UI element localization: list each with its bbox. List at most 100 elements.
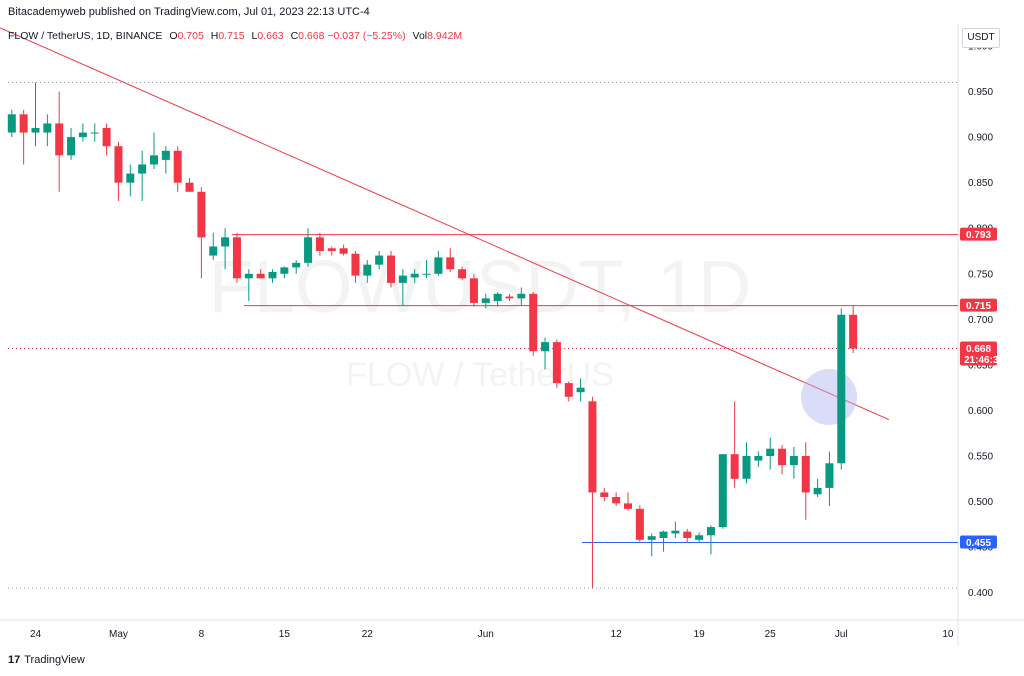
- candle[interactable]: [410, 269, 419, 283]
- candle[interactable]: [778, 445, 787, 475]
- last-price-tag-text: 0.668: [966, 344, 991, 355]
- candle[interactable]: [458, 266, 467, 281]
- candle[interactable]: [7, 109, 16, 138]
- level-tag-2-text: 0.455: [966, 538, 991, 549]
- candle[interactable]: [126, 164, 135, 197]
- candle-body: [31, 128, 40, 133]
- candle[interactable]: [304, 228, 313, 267]
- candle-body: [292, 262, 301, 268]
- candle[interactable]: [541, 337, 550, 370]
- candle[interactable]: [659, 530, 668, 552]
- candle[interactable]: [422, 260, 431, 279]
- candle-body: [55, 123, 64, 156]
- candle[interactable]: [114, 141, 123, 201]
- candle[interactable]: [718, 454, 727, 529]
- candle[interactable]: [576, 378, 585, 402]
- candle[interactable]: [647, 533, 656, 557]
- candle-body: [114, 146, 123, 183]
- candle[interactable]: [671, 521, 680, 538]
- candle-body: [801, 456, 810, 493]
- candle[interactable]: [529, 292, 538, 356]
- candle-body: [422, 273, 431, 275]
- candle[interactable]: [600, 487, 609, 502]
- candle[interactable]: [754, 451, 763, 467]
- chart-grid: [0, 24, 1024, 646]
- candle[interactable]: [635, 505, 644, 543]
- candle[interactable]: [221, 228, 230, 270]
- candle[interactable]: [173, 146, 182, 192]
- candle[interactable]: [19, 109, 28, 165]
- candle[interactable]: [730, 401, 739, 488]
- candle[interactable]: [683, 528, 692, 543]
- candle[interactable]: [138, 150, 147, 201]
- price-tick-label: 0.750: [968, 269, 993, 280]
- close-label: C: [290, 30, 299, 42]
- candle-body: [493, 293, 502, 302]
- candle[interactable]: [552, 339, 561, 388]
- candle[interactable]: [197, 187, 206, 279]
- candle[interactable]: [375, 251, 384, 270]
- candle[interactable]: [517, 287, 526, 306]
- price-tick-label: 0.500: [968, 497, 993, 508]
- candle-body: [19, 114, 28, 133]
- candle[interactable]: [185, 178, 194, 192]
- candle-body: [766, 448, 775, 456]
- candle[interactable]: [256, 269, 265, 279]
- level-tag-1-bg: [960, 298, 997, 312]
- candle[interactable]: [505, 293, 514, 302]
- candle[interactable]: [387, 251, 395, 288]
- candle[interactable]: [232, 232, 241, 283]
- tradingview-footer[interactable]: 17 TradingView: [8, 654, 85, 666]
- candle[interactable]: [90, 123, 99, 142]
- candle[interactable]: [161, 146, 170, 174]
- symbol-label[interactable]: FLOW / TetherUS, 1D, BINANCE: [8, 30, 163, 42]
- candle[interactable]: [244, 269, 253, 302]
- candle[interactable]: [766, 437, 775, 470]
- candle[interactable]: [31, 82, 40, 147]
- candle[interactable]: [351, 251, 360, 283]
- candle[interactable]: [363, 260, 372, 283]
- price-axis: 1.0000.9500.9000.8500.8000.7500.7000.650…: [968, 42, 993, 600]
- candle[interactable]: [612, 492, 621, 507]
- candle-body: [138, 164, 147, 174]
- candle[interactable]: [706, 525, 715, 555]
- candle[interactable]: [43, 114, 52, 147]
- candle[interactable]: [339, 244, 348, 256]
- candle[interactable]: [695, 532, 704, 543]
- candle[interactable]: [209, 232, 218, 261]
- candle-body: [778, 448, 787, 466]
- candle[interactable]: [624, 492, 632, 511]
- candle[interactable]: [327, 246, 336, 256]
- candle[interactable]: [789, 446, 798, 479]
- candle[interactable]: [469, 273, 478, 307]
- candle[interactable]: [55, 91, 64, 192]
- candle[interactable]: [813, 478, 822, 497]
- candle[interactable]: [280, 266, 289, 279]
- candle[interactable]: [398, 269, 407, 306]
- candle[interactable]: [481, 293, 490, 309]
- candle[interactable]: [493, 292, 502, 307]
- price-tick-label: 0.550: [968, 452, 993, 463]
- candle[interactable]: [849, 305, 858, 354]
- candle-body: [517, 293, 526, 299]
- candle[interactable]: [150, 132, 158, 169]
- candle[interactable]: [315, 232, 324, 256]
- candle[interactable]: [292, 260, 301, 274]
- candle[interactable]: [67, 128, 76, 160]
- candle[interactable]: [78, 123, 87, 142]
- candle[interactable]: [825, 451, 834, 507]
- candle[interactable]: [588, 396, 597, 589]
- candle[interactable]: [742, 442, 751, 484]
- currency-selector[interactable]: USDT: [962, 28, 1000, 48]
- candle[interactable]: [434, 251, 443, 276]
- time-tick-label: 8: [199, 629, 205, 640]
- candle[interactable]: [446, 248, 455, 272]
- candle[interactable]: [801, 442, 810, 520]
- candle-body: [375, 255, 384, 265]
- candle[interactable]: [268, 269, 277, 283]
- candle-body: [695, 535, 704, 540]
- candle[interactable]: [837, 308, 846, 470]
- candle[interactable]: [564, 381, 573, 402]
- candle[interactable]: [102, 123, 111, 156]
